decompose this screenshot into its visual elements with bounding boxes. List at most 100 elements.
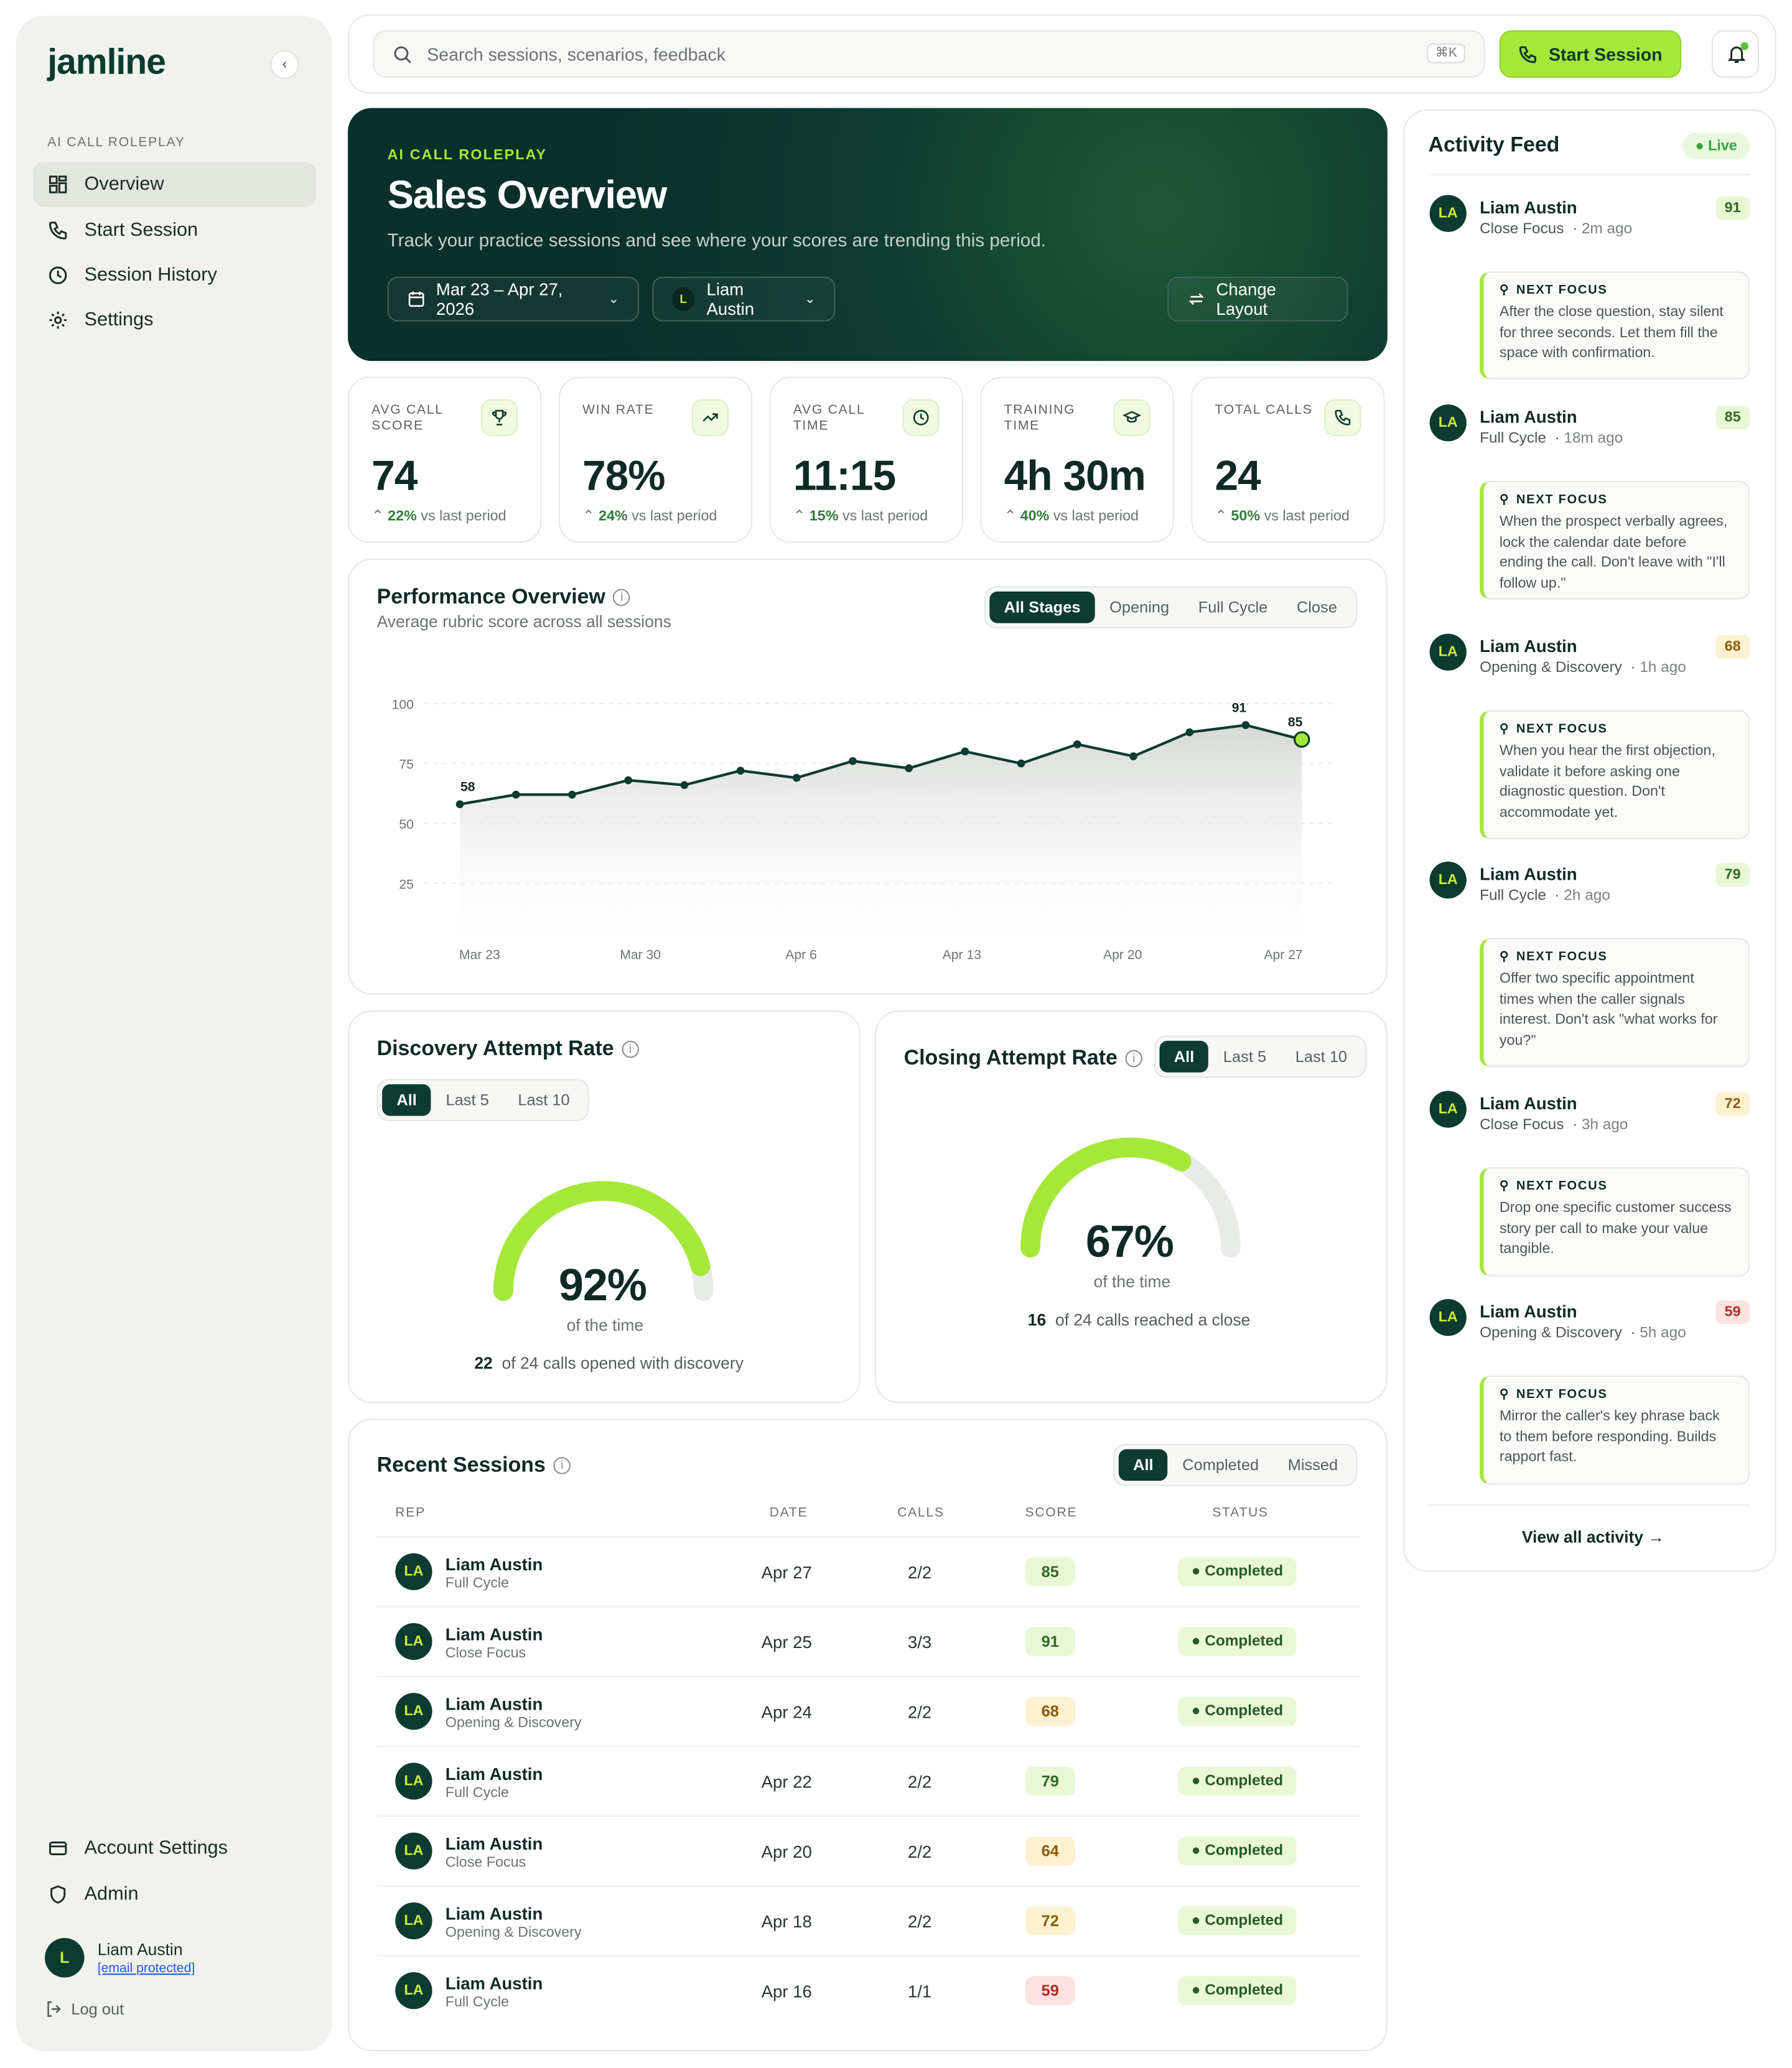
- session-date: Apr 27: [761, 1562, 812, 1583]
- date-range-picker[interactable]: Mar 23 – Apr 27, 2026 ⌄: [387, 276, 640, 322]
- tab-last-5[interactable]: Last 5: [1223, 1047, 1267, 1066]
- feed-rep-name[interactable]: Liam Austin: [1480, 197, 1577, 218]
- table-row[interactable]: LA Liam Austin Opening & Discovery Apr 18 2/…: [376, 1885, 1360, 1955]
- tab-last-5[interactable]: Last 5: [446, 1091, 489, 1110]
- y-tick-label: 75: [399, 758, 414, 772]
- table-row[interactable]: LA Liam Austin Close Focus Apr 25 3/3 91 ● Com…: [376, 1606, 1360, 1675]
- collapse-sidebar-button[interactable]: ‹: [270, 50, 299, 80]
- avatar: L: [44, 1937, 85, 1978]
- table-row[interactable]: LA Liam Austin Full Cycle Apr 16 1/1 59 ● Comp…: [376, 1955, 1360, 2025]
- feed-rep-name[interactable]: Liam Austin: [1480, 1302, 1577, 1321]
- notifications-button[interactable]: [1711, 30, 1759, 78]
- tab-all[interactable]: All: [382, 1084, 432, 1116]
- sidebar-item-account-settings[interactable]: Account Settings: [33, 1826, 316, 1871]
- performance-chart: 100 75 50 25 58 91 85 Mar 23 Mar 30 Apr 6 Apr 13 Ap…: [392, 697, 1337, 962]
- table-row[interactable]: LA Liam Austin Opening & Discovery Apr 24 2/…: [376, 1675, 1360, 1746]
- tab-last-10[interactable]: Last 10: [1295, 1047, 1348, 1066]
- clock-icon: [902, 399, 940, 436]
- next-focus-text: After the close question, stay silent fo…: [1499, 304, 1724, 361]
- session-calls: 2/2: [907, 1562, 932, 1583]
- kpi-card-training-time: TRAINING TIME 4h 30m ⌃ 40% vs last perio…: [980, 376, 1174, 543]
- score-badge: 85: [1025, 1557, 1075, 1586]
- next-focus-heading: ⚲ NEXT FOCUS: [1499, 949, 1608, 965]
- sidebar-item-label: Start Session: [84, 220, 198, 241]
- rep-name: Liam Austin: [445, 1624, 543, 1644]
- change-layout-button[interactable]: Change Layout: [1167, 276, 1348, 322]
- tab-all[interactable]: All: [1159, 1040, 1209, 1073]
- tab-opening[interactable]: Opening: [1109, 598, 1170, 617]
- next-focus-card: ⚲ NEXT FOCUS Drop one specific customer su…: [1480, 1167, 1750, 1277]
- search-placeholder: Search sessions, scenarios, feedback: [427, 44, 726, 65]
- start-session-button[interactable]: Start Session: [1499, 30, 1682, 78]
- rep-name: Liam Austin: [445, 1764, 543, 1784]
- tab-missed[interactable]: Missed: [1287, 1455, 1338, 1474]
- info-icon[interactable]: i: [622, 1040, 639, 1058]
- app-logo[interactable]: jamline: [47, 42, 166, 82]
- divider: [1428, 1504, 1750, 1506]
- next-focus-text: Mirror the caller's key phrase back to t…: [1499, 1408, 1720, 1465]
- sidebar-item-start-session[interactable]: Start Session: [33, 208, 316, 253]
- feed-rep-name[interactable]: Liam Austin: [1480, 864, 1577, 884]
- data-point: [736, 766, 745, 775]
- sidebar-item-session-history[interactable]: Session History: [33, 253, 316, 298]
- kpi-value: 24: [1215, 452, 1261, 500]
- column-header-rep[interactable]: REP: [395, 1506, 426, 1521]
- tab-full-cycle[interactable]: Full Cycle: [1198, 598, 1268, 617]
- user-email-link[interactable]: [email protected]: [97, 1962, 195, 1977]
- session-calls: 2/2: [907, 1842, 932, 1862]
- session-type: Full Cycle: [445, 1995, 510, 2011]
- tab-last-10[interactable]: Last 10: [518, 1091, 570, 1110]
- feed-meta: Close Focus · 2m ago: [1480, 221, 1633, 238]
- sidebar-item-settings[interactable]: Settings: [33, 298, 316, 343]
- next-focus-card: ⚲ NEXT FOCUS When the prospect verbally ag…: [1480, 480, 1750, 600]
- info-icon[interactable]: i: [1125, 1050, 1143, 1068]
- search-input[interactable]: Search sessions, scenarios, feedback ⌘K: [373, 30, 1485, 78]
- column-header-status[interactable]: STATUS: [1212, 1506, 1269, 1521]
- info-icon[interactable]: i: [613, 589, 631, 607]
- score-badge: 79: [1025, 1766, 1075, 1796]
- tab-all-stages[interactable]: All Stages: [989, 591, 1095, 623]
- avatar: LA: [395, 1553, 432, 1590]
- table-row[interactable]: LA Liam Austin Full Cycle Apr 27 2/2 85 ● Comp…: [376, 1536, 1360, 1606]
- column-header-score[interactable]: SCORE: [1025, 1506, 1078, 1521]
- logout-button[interactable]: Log out: [45, 2000, 124, 2018]
- rep-selector[interactable]: L Liam Austin ⌄: [652, 276, 836, 322]
- session-type: Opening & Discovery: [445, 1924, 582, 1941]
- recent-sessions-title: Recent Sessions i: [377, 1455, 571, 1478]
- view-all-activity-link[interactable]: View all activity →: [1521, 1528, 1664, 1547]
- x-tick-label: Mar 23: [459, 948, 500, 962]
- clock-icon: [47, 265, 68, 286]
- x-tick-label: Apr 6: [785, 948, 817, 962]
- table-row[interactable]: LA Liam Austin Full Cycle Apr 22 2/2 79 ● Comp…: [376, 1745, 1360, 1815]
- table-row[interactable]: LA Liam Austin Close Focus Apr 20 2/2 64 ● Com…: [376, 1815, 1360, 1885]
- score-badge: 59: [1715, 1300, 1750, 1325]
- y-tick-label: 25: [399, 877, 414, 892]
- tab-completed[interactable]: Completed: [1182, 1455, 1259, 1474]
- score-badge: 91: [1025, 1627, 1075, 1656]
- score-badge: 79: [1715, 863, 1750, 887]
- kpi-card-win-rate: WIN RATE 78% ⌃ 24% vs last period: [558, 376, 753, 543]
- sidebar-item-overview[interactable]: Overview: [32, 162, 317, 207]
- kpi-change: ⌃ 24% vs last period: [582, 508, 717, 524]
- tab-close[interactable]: Close: [1296, 598, 1337, 617]
- swap-icon: [1187, 290, 1206, 309]
- tab-all[interactable]: All: [1118, 1449, 1168, 1481]
- column-header-calls[interactable]: CALLS: [897, 1506, 945, 1521]
- sidebar-item-admin[interactable]: Admin: [33, 1872, 316, 1917]
- discovery-gauge: [493, 1181, 714, 1302]
- feed-rep-name[interactable]: Liam Austin: [1480, 407, 1577, 427]
- performance-subtitle: Average rubric score across all sessions: [376, 612, 671, 631]
- next-focus-text: Offer two specific appointment times whe…: [1499, 971, 1718, 1048]
- data-point: [680, 781, 689, 789]
- kpi-value: 11:15: [793, 452, 896, 500]
- kpi-change: ⌃ 15% vs last period: [793, 508, 928, 524]
- feed-rep-name[interactable]: Liam Austin: [1480, 636, 1577, 656]
- trending-up-icon: [691, 399, 729, 436]
- feed-rep-name[interactable]: Liam Austin: [1480, 1093, 1577, 1114]
- kpi-change: ⌃ 50% vs last period: [1215, 508, 1350, 524]
- info-icon[interactable]: i: [553, 1457, 571, 1474]
- user-profile[interactable]: L Liam Austin [email protected]: [44, 1937, 309, 1980]
- kpi-label: WIN RATE: [582, 403, 655, 418]
- kpi-label: TOTAL CALLS: [1215, 403, 1313, 418]
- column-header-date[interactable]: DATE: [769, 1506, 808, 1521]
